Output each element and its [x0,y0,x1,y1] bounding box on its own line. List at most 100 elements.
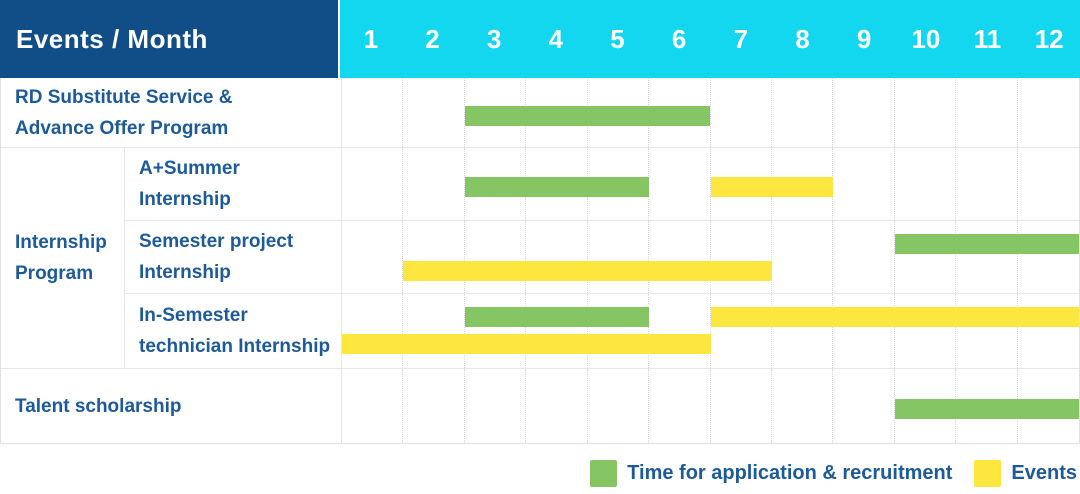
month-cell [526,294,588,368]
month-cell [833,148,895,220]
month-cell [588,369,650,443]
row-label-line: Internship [139,262,231,283]
group-label-line: Internship [15,232,107,253]
month-cell [403,78,465,147]
row-label-line: Internship [139,189,231,210]
legend-label: Time for application & recruitment [627,462,953,484]
month-cell [649,294,711,368]
month-cell [342,221,404,293]
month-cell [465,221,527,293]
month-track [341,369,1079,443]
month-cell [342,78,404,147]
month-gridlines [342,294,1079,368]
month-track [341,221,1079,293]
month-cell [711,78,772,147]
group-label-line: Program [15,263,94,284]
month-gridlines [342,78,1079,147]
month-cell [403,148,465,220]
legend-item: Events [974,460,1077,487]
internship-program-group: Internship Program A+Summer Internship Semes… [1,148,1079,369]
month-cell [772,294,834,368]
row-label-line: In-Semester [139,305,248,326]
month-label: 3 [486,23,502,54]
events-month-header: Events / Month [0,0,340,78]
row-label: Talent scholarship [1,369,341,443]
month-cell [649,369,711,443]
row-label: A+Summer Internship [124,148,341,220]
table-header-row: Events / Month 1 2 3 4 5 6 7 8 9 10 11 12 [0,0,1080,78]
legend-item: Time for application & recruitment [590,460,952,487]
month-label: 9 [856,23,872,54]
month-cell [956,148,1018,220]
month-cell [772,369,834,443]
events-swatch [974,460,1002,487]
events-bar [710,177,834,197]
table-row: Talent scholarship [1,369,1079,443]
month-label: 5 [610,23,625,54]
month-cell [956,78,1018,147]
month-track [341,294,1079,368]
row-label-line: Semester project [139,231,294,252]
application-bar [464,105,711,126]
table-row: A+Summer Internship [124,148,1079,221]
month-cell [1018,148,1079,220]
month-cell [342,294,404,368]
month-cell [833,78,895,147]
gantt-body: RD Substitute Service & Advance Offer Pro… [0,78,1080,444]
row-label-line: Advance Offer Program [15,117,229,139]
month-cell [403,221,465,293]
month-cell [1018,78,1079,147]
month-label: 4 [548,23,564,54]
month-cell [588,294,650,368]
month-cell [895,78,957,147]
events-bar [403,261,772,281]
application-bar [894,234,1079,254]
legend: Time for application & recruitment Events [590,460,1077,487]
row-label: RD Substitute Service & Advance Offer Pro… [1,78,341,147]
application-bar [894,399,1079,419]
month-cell [1018,294,1079,368]
row-label-line: A+Summer [139,158,240,179]
month-label: 7 [733,23,749,54]
month-cell [711,221,772,293]
month-label: 1 [363,23,379,54]
month-cell [772,221,834,293]
month-cell [403,294,465,368]
month-cell [895,294,957,368]
month-label: 10 [911,23,941,54]
month-cell [342,148,404,220]
application-bar [464,307,650,327]
month-cell [895,148,957,220]
application-bar [464,177,650,197]
month-cell [526,369,588,443]
month-label: 6 [671,23,687,54]
month-cell [403,369,465,443]
group-sub-rows: A+Summer Internship Semester project Intern… [124,148,1079,368]
month-cell [1018,221,1079,293]
month-cell [649,221,711,293]
month-cell [833,294,895,368]
table-row: Semester project Internship [124,221,1079,294]
month-label: 8 [795,23,810,54]
month-cell [711,369,772,443]
table-row: In-Semester technician Internship [124,294,1079,368]
row-label-line: Talent scholarship [15,395,182,417]
month-cell [772,78,834,147]
month-cell [465,294,527,368]
row-label-line: RD Substitute Service & [15,86,233,108]
month-cell [956,294,1018,368]
month-cell [342,369,404,443]
legend-label: Events [1011,462,1077,484]
month-cell [649,148,711,220]
events-bar [710,307,1079,327]
events-bar [342,334,711,354]
month-cell [711,294,772,368]
row-label: Semester project Internship [124,221,341,293]
month-cell [833,369,895,443]
month-label: 12 [1034,23,1064,54]
month-track [341,148,1079,220]
month-track [341,78,1079,147]
table-row: RD Substitute Service & Advance Offer Pro… [1,78,1079,148]
month-header-row: 1 2 3 4 5 6 7 8 9 10 11 12 [340,0,1080,78]
